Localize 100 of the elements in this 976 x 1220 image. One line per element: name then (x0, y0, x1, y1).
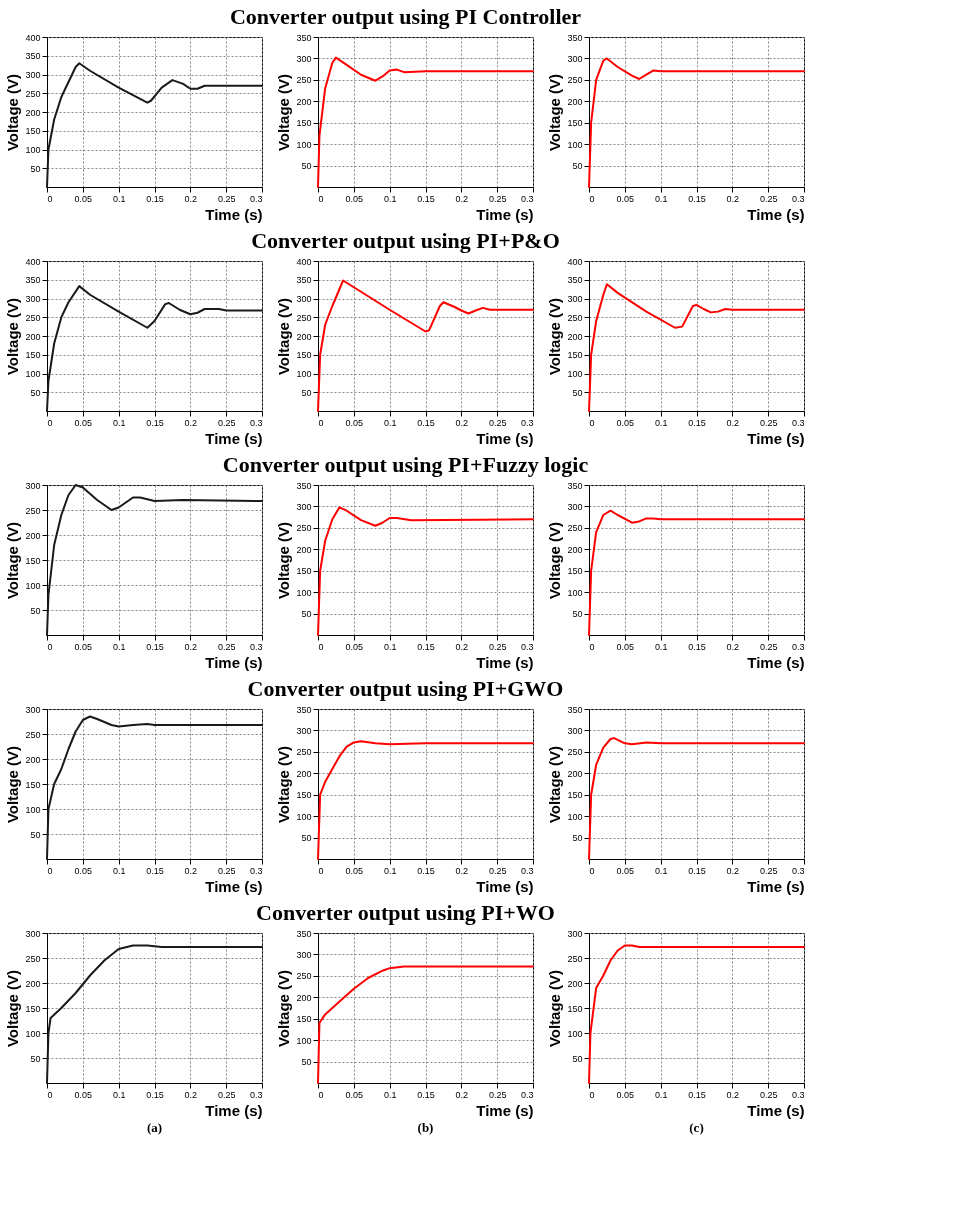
x-tick-label: 0.2 (455, 193, 469, 204)
y-tick-label: 350 (567, 480, 583, 491)
x-tick-label: 0.05 (345, 417, 364, 428)
y-tick-label: 250 (25, 729, 41, 740)
x-tick-label: 0.1 (654, 641, 668, 652)
y-tick-label: 300 (25, 294, 41, 304)
x-tick-label: 0.1 (383, 193, 397, 204)
x-tick-label: 0.25 (759, 193, 778, 204)
y-axis-title: Voltage (V) (4, 521, 22, 600)
y-tick-label: 50 (30, 163, 41, 174)
y-tick-label: 150 (567, 118, 583, 129)
y-tick-label: 350 (567, 275, 583, 286)
x-tick-label: 0.3 (249, 417, 263, 428)
x-tick-label: 0.05 (74, 193, 93, 204)
y-tick-label: 50 (301, 609, 312, 620)
x-axis-title: Time (s) (747, 429, 805, 447)
y-tick-label: 350 (296, 704, 312, 715)
y-tick-label: 350 (296, 275, 312, 286)
x-tick-label: 0.2 (455, 641, 469, 652)
x-tick-label: 0.1 (112, 641, 126, 652)
x-tick-label: 0.25 (759, 865, 778, 876)
x-tick-label: 0.1 (654, 417, 668, 428)
y-tick-label: 150 (296, 790, 312, 801)
x-tick-label: 0.3 (249, 193, 263, 204)
y-tick-label: 250 (567, 523, 583, 534)
y-tick-label: 250 (296, 312, 312, 323)
x-tick-label: 0.3 (249, 865, 263, 876)
y-axis-title: Voltage (V) (275, 297, 293, 376)
x-tick-label: 0.2 (726, 1089, 740, 1100)
y-tick-label: 350 (296, 32, 312, 43)
x-tick-label: 0.25 (759, 1089, 778, 1100)
x-tick-label: 0 (589, 865, 595, 876)
y-tick-label: 100 (296, 369, 312, 379)
x-axis-title: Time (s) (747, 877, 805, 895)
chart-title: Converter output using PI+GWO (247, 675, 564, 701)
x-tick-label: 0.1 (383, 641, 397, 652)
x-tick-label: 0.25 (488, 193, 507, 204)
chart-title: Converter output using PI+WO (256, 899, 555, 925)
x-axis-title: Time (s) (747, 205, 805, 223)
y-tick-label: 250 (296, 75, 312, 86)
y-tick-label: 250 (567, 747, 583, 758)
x-axis-title: Time (s) (476, 1101, 534, 1119)
y-tick-label: 100 (25, 804, 41, 815)
x-tick-label: 0.25 (217, 641, 236, 652)
y-tick-label: 200 (25, 978, 41, 989)
x-tick-label: 0.2 (726, 193, 740, 204)
x-tick-label: 0.1 (654, 1089, 668, 1100)
x-tick-label: 0 (589, 641, 595, 652)
x-axis-title: Time (s) (205, 1101, 263, 1119)
y-tick-label: 200 (25, 107, 41, 118)
x-tick-label: 0.3 (520, 865, 534, 876)
x-tick-label: 0 (47, 865, 53, 876)
y-tick-label: 300 (25, 480, 41, 491)
y-tick-label: 150 (25, 1003, 41, 1014)
x-tick-label: 0 (318, 865, 324, 876)
x-tick-label: 0.1 (383, 1089, 397, 1100)
y-tick-label: 350 (25, 275, 41, 286)
x-tick-label: 0.1 (112, 417, 126, 428)
y-tick-label: 250 (567, 953, 583, 964)
x-tick-label: 0.1 (112, 865, 126, 876)
x-tick-label: 0.05 (74, 1089, 93, 1100)
x-tick-label: 0.3 (249, 641, 263, 652)
y-tick-label: 250 (567, 75, 583, 86)
x-axis-title: Time (s) (205, 205, 263, 223)
y-tick-label: 150 (567, 790, 583, 801)
x-axis-title: Time (s) (476, 429, 534, 447)
x-tick-label: 0.25 (217, 193, 236, 204)
y-tick-label: 350 (567, 32, 583, 43)
y-tick-label: 300 (296, 53, 312, 64)
x-tick-label: 0.3 (791, 641, 805, 652)
y-axis-title: Voltage (V) (546, 969, 564, 1048)
x-tick-label: 0 (589, 193, 595, 204)
y-tick-label: 350 (296, 928, 312, 939)
y-tick-label: 100 (567, 811, 583, 822)
y-tick-label: 250 (25, 312, 41, 323)
y-tick-label: 150 (25, 555, 41, 566)
y-tick-label: 100 (296, 139, 312, 150)
y-tick-label: 200 (25, 530, 41, 541)
y-axis-title: Voltage (V) (546, 297, 564, 376)
y-tick-label: 150 (296, 350, 312, 361)
x-tick-label: 0.05 (616, 1089, 635, 1100)
y-axis-title: Voltage (V) (4, 969, 22, 1048)
y-tick-label: 150 (25, 779, 41, 790)
x-tick-label: 0 (47, 193, 53, 204)
x-tick-label: 0.05 (616, 865, 635, 876)
x-tick-label: 0.25 (488, 1089, 507, 1100)
y-tick-label: 50 (30, 829, 41, 840)
x-tick-label: 0.3 (520, 417, 534, 428)
x-tick-label: 0.1 (383, 865, 397, 876)
x-tick-label: 0.2 (726, 865, 740, 876)
y-tick-label: 400 (25, 32, 41, 43)
y-tick-label: 200 (25, 754, 41, 765)
x-tick-label: 0.15 (417, 193, 435, 204)
x-tick-label: 0.15 (417, 1089, 435, 1100)
x-tick-label: 0.05 (74, 417, 93, 428)
x-tick-label: 0.15 (417, 641, 435, 652)
x-tick-label: 0.2 (455, 865, 469, 876)
y-tick-label: 100 (567, 1028, 583, 1039)
y-tick-label: 50 (301, 161, 312, 172)
y-tick-label: 300 (567, 725, 583, 736)
